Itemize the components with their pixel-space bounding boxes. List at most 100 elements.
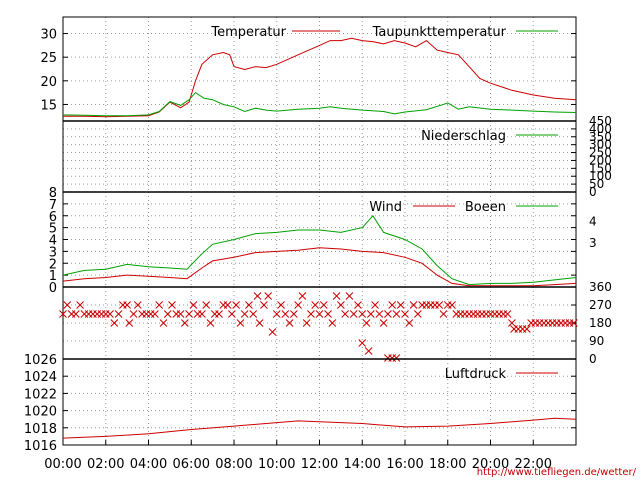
pressure-panel: 1016 1018 1020 1022 1024 1026 Luftdruck (24, 353, 577, 454)
y-tick-label-right: 90 (589, 334, 604, 348)
taupunkttemperatur-line (62, 91, 577, 117)
point-stroke (223, 301, 232, 309)
wind-direction-point (289, 310, 298, 318)
wind-direction-point (413, 310, 422, 318)
wind-direction-point (232, 301, 240, 309)
boeen-line (62, 214, 577, 286)
wind-direction-point (71, 310, 80, 318)
point-stroke (439, 310, 448, 318)
point-stroke (364, 347, 373, 355)
y-tick-label-right: 400 (589, 122, 612, 136)
wind-direction-point (364, 347, 373, 355)
point-stroke (123, 301, 131, 309)
point-stroke (155, 301, 164, 309)
point-stroke (341, 310, 350, 318)
wind-direction-point (341, 310, 350, 318)
y-tick-label-right: 180 (589, 316, 612, 330)
y-tick-label-right: 0 (589, 352, 597, 366)
wind-direction-point (255, 319, 264, 327)
wind-direction-point (168, 301, 176, 309)
x-tick-label: 22:00 (515, 457, 552, 472)
wind-direction-point (396, 301, 405, 309)
wind-direction-point (223, 301, 232, 309)
point-stroke (375, 310, 384, 318)
y-tick-label: 0 (49, 281, 57, 296)
point-stroke (448, 301, 456, 309)
y-tick-label-right: 4 (589, 215, 597, 229)
y-tick-label-right: 450 (589, 114, 612, 128)
point-stroke (315, 310, 324, 318)
luftdruck-line (62, 417, 577, 439)
point-stroke (388, 301, 397, 309)
point-stroke (307, 310, 315, 318)
point-stroke (324, 310, 332, 318)
point-stroke (337, 301, 345, 309)
x-tick-label: 16:00 (386, 457, 423, 472)
y-tick-label: 1020 (24, 405, 57, 420)
y-tick-label-right: 300 (589, 138, 612, 152)
point-stroke (401, 310, 409, 318)
wind-direction-point (311, 301, 320, 309)
point-stroke (294, 301, 302, 309)
y-tick-label: 30 (40, 28, 57, 43)
wind-direction-point (159, 319, 168, 327)
x-tick-label: 20:00 (472, 457, 509, 472)
point-stroke (277, 301, 285, 309)
point-stroke (508, 319, 516, 327)
wind-direction-point (392, 310, 401, 318)
y-tick-label: 2 (49, 257, 57, 272)
point-stroke (362, 319, 371, 327)
y-tick-label: 1018 (24, 422, 57, 437)
point-stroke (345, 292, 354, 300)
point-stroke (289, 310, 298, 318)
point-stroke (245, 301, 253, 309)
source-url[interactable]: http://www.tiefliegen.de/wetter/ (477, 467, 637, 478)
temperature-panel: 15 20 25 30 Temperatur Taupunkttemperatur (40, 16, 577, 122)
y-tick-label: 1022 (24, 387, 57, 402)
point-stroke (189, 301, 198, 309)
wind-direction-point (63, 301, 72, 309)
point-stroke (76, 301, 84, 309)
wind-direction-point (388, 301, 397, 309)
wind-direction-point (240, 310, 249, 318)
wind-direction-point (379, 319, 388, 327)
wind-direction-point (206, 319, 215, 327)
wind-direction-point (245, 301, 253, 309)
wind-direction-point (123, 301, 131, 309)
wind-direction-point (345, 292, 354, 300)
wind-direction-point (260, 301, 268, 309)
wind-direction-point (114, 310, 123, 318)
point-stroke (255, 319, 264, 327)
point-stroke (285, 319, 294, 327)
wind-direction-point (176, 310, 185, 318)
wind-direction-point (285, 319, 294, 327)
point-stroke (232, 301, 240, 309)
point-stroke (151, 310, 159, 318)
wind-direction-point (405, 319, 414, 327)
point-stroke (392, 354, 401, 362)
y-tick-label: 20 (40, 75, 57, 90)
y-tick-label: 3 (49, 245, 57, 260)
legend-label: Boeen (465, 200, 506, 215)
wind-direction-point (324, 310, 332, 318)
wind-direction-point (439, 310, 448, 318)
point-stroke (319, 301, 328, 309)
point-stroke (180, 319, 189, 327)
wind-direction-point (375, 310, 384, 318)
wind-direction-point (570, 319, 578, 327)
y-tick-label: 1016 (24, 439, 57, 454)
point-stroke (384, 310, 392, 318)
wind-direction-point (332, 292, 341, 300)
point-stroke (358, 339, 367, 347)
x-tick-label: 18:00 (429, 457, 466, 472)
wind-direction-point (236, 319, 245, 327)
x-tick-label: 02:00 (87, 457, 124, 472)
point-stroke (371, 301, 379, 309)
y-tick-label-right: 360 (589, 280, 612, 294)
point-stroke (396, 301, 405, 309)
point-stroke (392, 310, 401, 318)
y-tick-label: 25 (40, 51, 57, 66)
wind-direction-point (198, 310, 206, 318)
y-tick-label-right: 50 (589, 177, 604, 191)
